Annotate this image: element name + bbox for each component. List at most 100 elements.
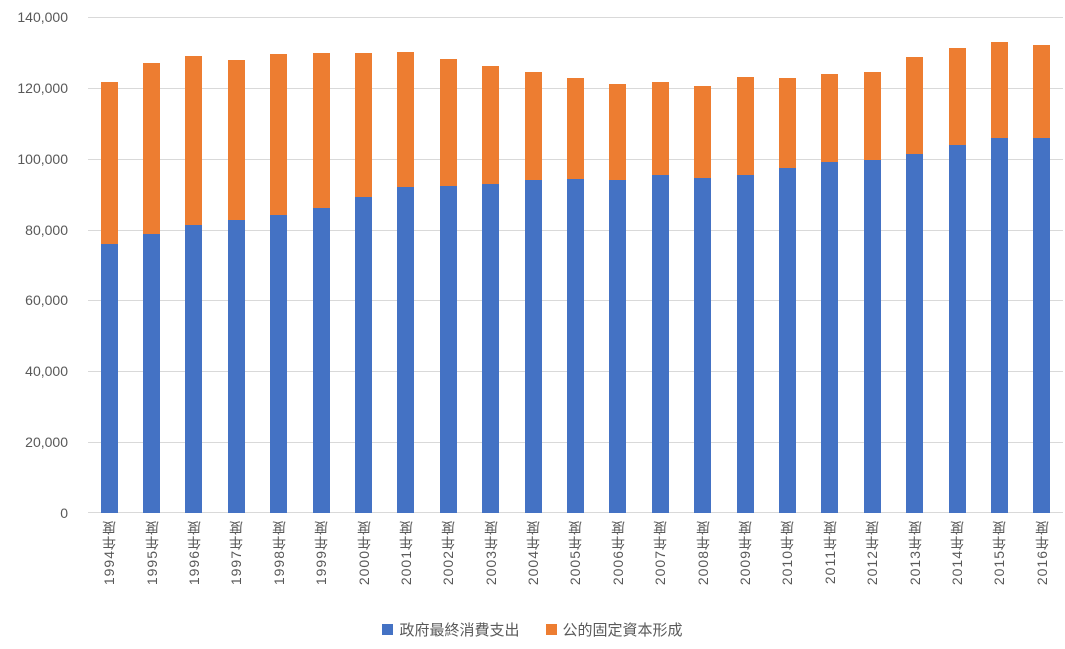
bar-stack: [482, 65, 500, 513]
bar-group-2000: [342, 17, 384, 513]
bar-group-2004: [512, 17, 554, 513]
bar-segment-government-final-consumption-expenditure: [906, 154, 924, 513]
y-tick-label: 0: [60, 505, 68, 521]
bar-group-1996: [173, 17, 215, 513]
x-slot: 2008年度: [681, 520, 723, 612]
x-slot: 2004年度: [512, 520, 554, 612]
bar-group-2003: [470, 17, 512, 513]
bar-group-2010: [766, 17, 808, 513]
bar-segment-government-final-consumption-expenditure: [100, 243, 118, 513]
y-axis: 0 20,000 40,000 60,000 80,000 100,000 120,000 1…: [0, 9, 68, 521]
bar-segment-government-final-consumption-expenditure: [694, 177, 712, 513]
x-tick-label: 2010年度: [779, 520, 796, 586]
bar-segment-government-final-consumption-expenditure: [863, 159, 881, 513]
y-tick-label: 20,000: [25, 434, 68, 451]
bar-segment-public-fixed-capital-formation: [778, 78, 796, 168]
x-tick-label: 2007年度: [652, 520, 669, 586]
bar-segment-public-fixed-capital-formation: [651, 82, 669, 175]
bar-stack: [227, 59, 245, 513]
bar-segment-public-fixed-capital-formation: [143, 62, 161, 235]
x-tick-label: 2016年度: [1033, 520, 1050, 586]
bar-segment-government-final-consumption-expenditure: [609, 179, 627, 513]
x-slot: 1995年度: [130, 520, 172, 612]
x-slot: 2015年度: [978, 520, 1020, 612]
bar-group-2006: [597, 17, 639, 513]
bar-group-2016: [1021, 17, 1063, 513]
bar-stack: [312, 52, 330, 513]
x-tick-label: 1995年度: [143, 520, 160, 586]
x-slot: 2014年度: [936, 520, 978, 612]
y-tick-label: 100,000: [17, 150, 68, 167]
bar-segment-public-fixed-capital-formation: [312, 52, 330, 209]
bar-stack: [270, 54, 288, 513]
bar-group-1997: [215, 17, 257, 513]
x-tick-label: 2004年度: [525, 520, 542, 586]
bar-segment-government-final-consumption-expenditure: [948, 145, 966, 513]
x-tick-label: 2014年度: [949, 520, 965, 586]
bar-segment-government-final-consumption-expenditure: [1033, 138, 1051, 513]
gridline: [88, 17, 1063, 18]
x-tick-label: 2012年度: [864, 520, 881, 586]
bar-segment-public-fixed-capital-formation: [566, 78, 584, 179]
x-slot: 2010年度: [766, 520, 808, 612]
plot-area: [88, 17, 1063, 513]
x-tick-label: 1999年度: [313, 520, 330, 586]
bar-stack: [609, 83, 627, 513]
x-tick-label: 2008年度: [694, 520, 711, 586]
y-tick-label: 80,000: [25, 221, 68, 238]
bar-segment-public-fixed-capital-formation: [948, 47, 966, 146]
bar-group-2008: [681, 17, 723, 513]
bar-stack: [906, 56, 924, 513]
y-tick-label: 140,000: [17, 9, 68, 25]
x-slot: 1996年度: [173, 520, 215, 612]
bar-segment-government-final-consumption-expenditure: [990, 138, 1008, 513]
bar-segment-government-final-consumption-expenditure: [524, 179, 542, 513]
bar-stack: [990, 42, 1008, 513]
legend-label-public-fixed-capital-formation: 公的固定資本形成: [562, 622, 683, 639]
legend-label-government-final-consumption-expenditure: 政府最終消費支出: [399, 622, 520, 639]
bar-stack: [863, 71, 881, 513]
bar-segment-public-fixed-capital-formation: [990, 42, 1008, 139]
x-tick-label: 2003年度: [482, 520, 499, 586]
x-tick-label: 1996年度: [185, 520, 202, 586]
bar-stack: [821, 74, 839, 513]
bar-segment-public-fixed-capital-formation: [609, 83, 627, 180]
bar-stack: [439, 59, 457, 513]
x-slot: 2005年度: [554, 520, 596, 612]
bar-segment-public-fixed-capital-formation: [439, 59, 457, 186]
bar-group-2002: [427, 17, 469, 513]
bar-segment-government-final-consumption-expenditure: [736, 174, 754, 513]
bar-segment-public-fixed-capital-formation: [1033, 45, 1051, 139]
x-tick-label: 2009年度: [737, 520, 754, 586]
y-tick-label: 60,000: [25, 292, 68, 309]
legend-item-public-fixed-capital-formation: 公的固定資本形成: [545, 619, 683, 640]
x-tick-label: 2011年度: [821, 520, 838, 585]
bar-segment-public-fixed-capital-formation: [906, 56, 924, 155]
bar-stack: [143, 62, 161, 513]
bar-group-1995: [130, 17, 172, 513]
bar-segment-public-fixed-capital-formation: [270, 54, 288, 215]
x-slot: 2000年度: [342, 520, 384, 612]
x-slot: 1997年度: [215, 520, 257, 612]
bar-group-2014: [936, 17, 978, 513]
bar-segment-government-final-consumption-expenditure: [482, 183, 500, 513]
x-tick-label: 2001年度: [397, 520, 414, 586]
x-slot: 2016年度: [1021, 520, 1063, 612]
bar-stack: [100, 82, 118, 513]
x-slot: 1999年度: [300, 520, 342, 612]
x-tick-label: 2005年度: [567, 520, 584, 586]
x-slot: 1998年度: [258, 520, 300, 612]
bar-stack: [524, 72, 542, 513]
bar-segment-public-fixed-capital-formation: [863, 71, 881, 160]
bar-group-2005: [554, 17, 596, 513]
x-slot: 2013年度: [893, 520, 935, 612]
bar-segment-public-fixed-capital-formation: [185, 56, 203, 225]
bar-group-2009: [724, 17, 766, 513]
y-tick-label: 120,000: [17, 79, 68, 96]
x-tick-label: 2000年度: [355, 520, 372, 586]
x-slot: 2012年度: [851, 520, 893, 612]
bar-segment-public-fixed-capital-formation: [355, 52, 373, 198]
bar-group-1998: [258, 17, 300, 513]
bar-stack: [651, 82, 669, 513]
